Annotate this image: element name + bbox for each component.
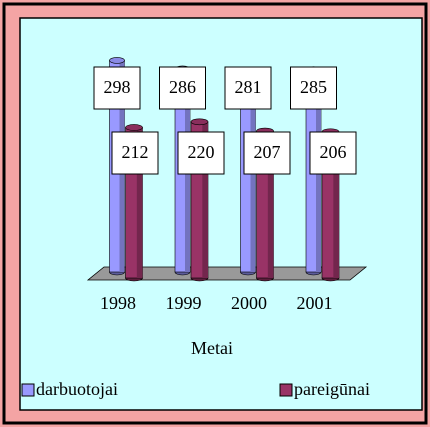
bar-part [267,131,274,278]
bar-part [190,118,209,126]
bar-part [333,131,339,278]
data-label: 206 [320,142,347,162]
data-label-box [224,66,272,110]
x-tick-label: 1998 [100,293,136,313]
data-label-box [290,66,337,110]
legend-swatch [21,383,35,397]
data-label: 220 [188,142,215,162]
x-tick-label: 1999 [166,293,202,313]
data-label: 285 [300,77,327,97]
data-label: 286 [169,77,196,97]
data-label: 281 [235,77,262,97]
data-label-box [243,131,291,175]
x-tick-label: 2000 [231,293,267,313]
bar-part [109,57,125,64]
x-tick-label: 2001 [297,293,333,313]
data-label-box [177,131,225,175]
data-label: 207 [254,142,281,162]
data-label-box [159,66,206,110]
legend-label: darbuotojai [36,379,118,399]
bar-part [125,124,143,131]
data-label-box [309,131,357,175]
bar-part [136,127,143,278]
x-axis-label: Metai [191,338,233,358]
legend-swatch [279,383,293,397]
data-label: 212 [122,142,149,162]
plot-area [19,17,423,411]
legend-label: pareigūnai [294,379,370,399]
data-label-box [93,66,141,110]
data-label-box [111,131,159,175]
data-label: 298 [104,77,131,97]
bar-part [202,121,208,278]
